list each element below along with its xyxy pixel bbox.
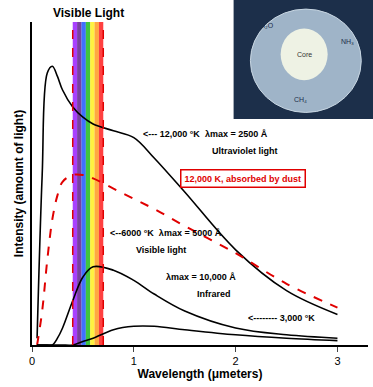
svg-text:Visible Light: Visible Light bbox=[53, 6, 124, 20]
svg-text:2: 2 bbox=[233, 355, 239, 367]
svg-text:<--- 12,000 °K λmax = 2500 Å: <--- 12,000 °K λmax = 2500 Å bbox=[143, 129, 268, 139]
svg-text:3: 3 bbox=[334, 355, 340, 367]
svg-text:Wavelength (μmeters): Wavelength (μmeters) bbox=[138, 367, 263, 381]
svg-text:Intensity (amount of light): Intensity (amount of light) bbox=[12, 110, 26, 257]
svg-text:NH₃: NH₃ bbox=[341, 38, 354, 45]
svg-text:<--6000 °K λmax = 5000 Å: <--6000 °K λmax = 5000 Å bbox=[110, 228, 222, 238]
svg-text:0: 0 bbox=[29, 355, 35, 367]
svg-text:Visible light: Visible light bbox=[136, 245, 186, 255]
svg-text:H₂O: H₂O bbox=[260, 22, 274, 29]
svg-text:12,000 K, absorbed by dust: 12,000 K, absorbed by dust bbox=[185, 174, 302, 184]
svg-text:<-------- 3,000 °K: <-------- 3,000 °K bbox=[248, 313, 315, 323]
svg-text:Infrared: Infrared bbox=[197, 289, 231, 299]
svg-text:Core: Core bbox=[297, 51, 312, 58]
svg-text:λmax = 10,000 Å: λmax = 10,000 Å bbox=[166, 272, 236, 282]
svg-text:CH₄: CH₄ bbox=[294, 96, 307, 103]
svg-text:1: 1 bbox=[131, 355, 137, 367]
svg-text:Ultraviolet light: Ultraviolet light bbox=[212, 146, 278, 156]
